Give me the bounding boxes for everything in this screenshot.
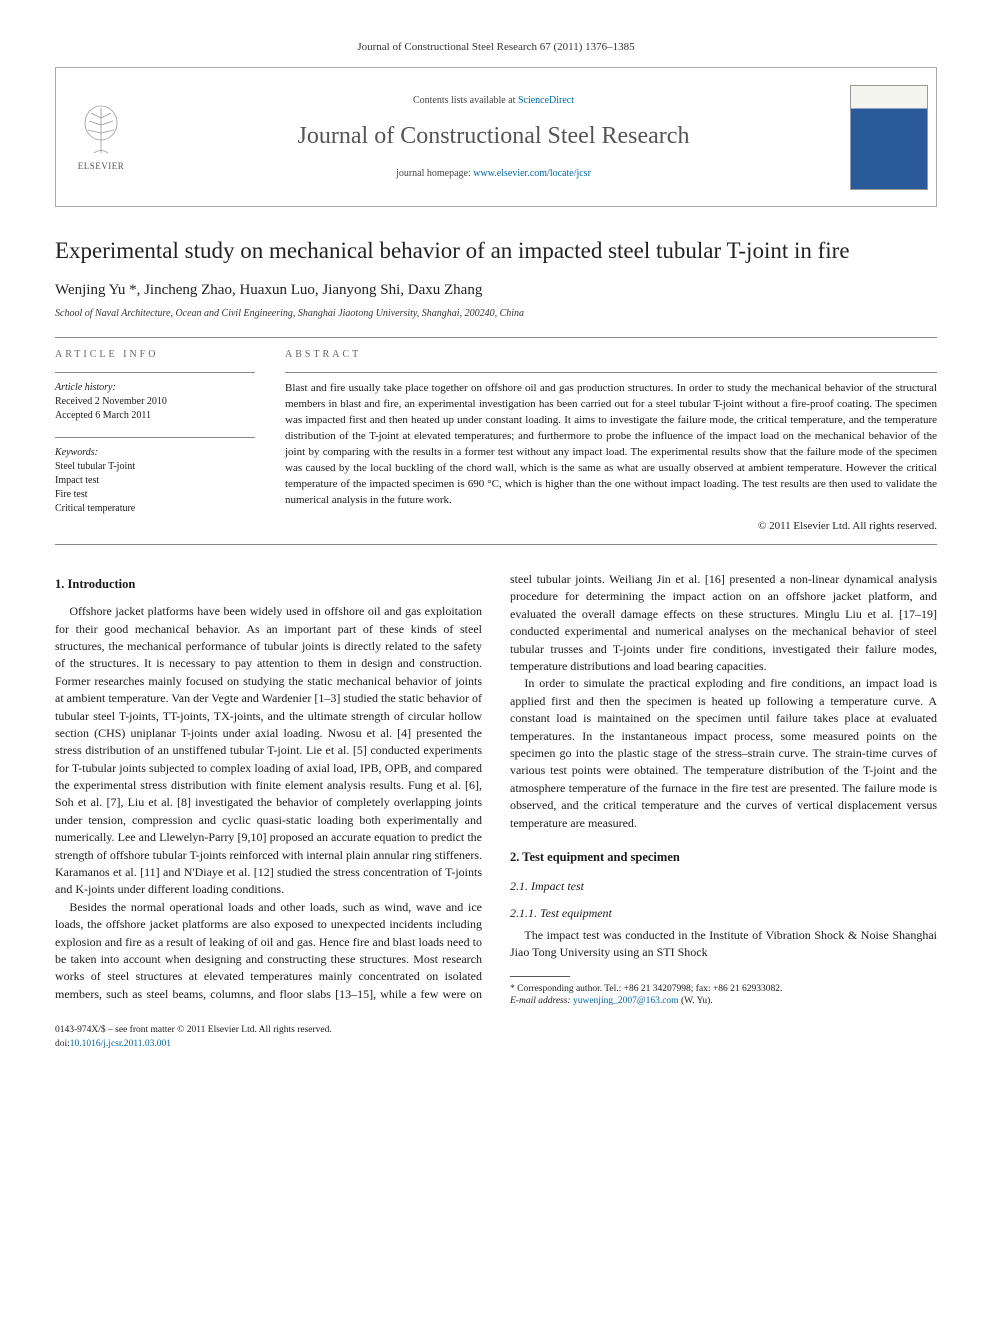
- divider: [55, 337, 937, 338]
- doi-line: doi:10.1016/j.jcsr.2011.03.001: [55, 1038, 332, 1051]
- cover-image: [850, 85, 928, 190]
- section-heading: 1. Introduction: [55, 575, 482, 593]
- doi-label: doi:: [55, 1039, 70, 1049]
- subsection-heading: 2.1. Impact test: [510, 878, 937, 895]
- email-label: E-mail address:: [510, 996, 571, 1006]
- article-info-column: article info Article history: Received 2…: [55, 348, 255, 534]
- abstract-text: Blast and fire usually take place togeth…: [285, 381, 937, 509]
- subsubsection-heading: 2.1.1. Test equipment: [510, 905, 937, 922]
- body-two-column: 1. Introduction Offshore jacket platform…: [55, 571, 937, 1008]
- keyword: Impact test: [55, 474, 255, 488]
- accepted-date: Accepted 6 March 2011: [55, 409, 255, 423]
- corresponding-author-footnote: * Corresponding author. Tel.: +86 21 342…: [510, 983, 937, 1009]
- body-paragraph: Offshore jacket platforms have been wide…: [55, 603, 482, 899]
- info-abstract-row: article info Article history: Received 2…: [55, 348, 937, 534]
- journal-reference: Journal of Constructional Steel Research…: [55, 40, 937, 55]
- copyright-line: © 2011 Elsevier Ltd. All rights reserved…: [285, 519, 937, 534]
- keyword: Critical temperature: [55, 502, 255, 516]
- header-center: Contents lists available at ScienceDirec…: [146, 68, 841, 206]
- article-info-heading: article info: [55, 348, 255, 362]
- body-paragraph: In order to simulate the practical explo…: [510, 675, 937, 832]
- divider: [285, 372, 937, 373]
- keyword: Fire test: [55, 488, 255, 502]
- divider: [55, 544, 937, 545]
- keyword: Steel tubular T-joint: [55, 460, 255, 474]
- abstract-column: abstract Blast and fire usually take pla…: [285, 348, 937, 534]
- homepage-line: journal homepage: www.elsevier.com/locat…: [396, 167, 591, 181]
- body-paragraph: The impact test was conducted in the Ins…: [510, 927, 937, 962]
- authors-line: Wenjing Yu *, Jincheng Zhao, Huaxun Luo,…: [55, 280, 937, 301]
- email-author-suffix: (W. Yu).: [681, 996, 713, 1006]
- issn-line: 0143-974X/$ – see front matter © 2011 El…: [55, 1024, 332, 1037]
- abstract-heading: abstract: [285, 348, 937, 362]
- publisher-logo: ELSEVIER: [56, 68, 146, 206]
- contents-prefix: Contents lists available at: [413, 95, 518, 106]
- keywords-block: Keywords: Steel tubular T-joint Impact t…: [55, 446, 255, 516]
- sciencedirect-link[interactable]: ScienceDirect: [518, 95, 574, 106]
- doi-link[interactable]: 10.1016/j.jcsr.2011.03.001: [70, 1039, 171, 1049]
- asterisk-icon: *: [510, 984, 515, 994]
- publisher-name: ELSEVIER: [78, 160, 125, 173]
- contents-available-line: Contents lists available at ScienceDirec…: [413, 94, 574, 108]
- page-footer: 0143-974X/$ – see front matter © 2011 El…: [55, 1024, 937, 1051]
- email-link[interactable]: yuwenjing_2007@163.com: [573, 996, 679, 1006]
- homepage-link[interactable]: www.elsevier.com/locate/jcsr: [473, 168, 591, 179]
- footer-left: 0143-974X/$ – see front matter © 2011 El…: [55, 1024, 332, 1051]
- journal-header-box: ELSEVIER Contents lists available at Sci…: [55, 67, 937, 207]
- divider: [55, 372, 255, 373]
- homepage-prefix: journal homepage:: [396, 168, 473, 179]
- divider: [55, 437, 255, 438]
- article-title: Experimental study on mechanical behavio…: [55, 237, 937, 266]
- corr-author-text: Corresponding author. Tel.: +86 21 34207…: [517, 984, 782, 994]
- section-heading: 2. Test equipment and specimen: [510, 848, 937, 866]
- keywords-label: Keywords:: [55, 446, 255, 460]
- elsevier-tree-icon: [76, 103, 126, 158]
- history-label: Article history:: [55, 381, 255, 395]
- journal-name: Journal of Constructional Steel Research: [298, 120, 690, 154]
- journal-cover-thumb: [841, 68, 936, 206]
- article-history-block: Article history: Received 2 November 201…: [55, 381, 255, 423]
- footnote-separator: [510, 976, 570, 977]
- affiliation: School of Naval Architecture, Ocean and …: [55, 307, 937, 321]
- received-date: Received 2 November 2010: [55, 395, 255, 409]
